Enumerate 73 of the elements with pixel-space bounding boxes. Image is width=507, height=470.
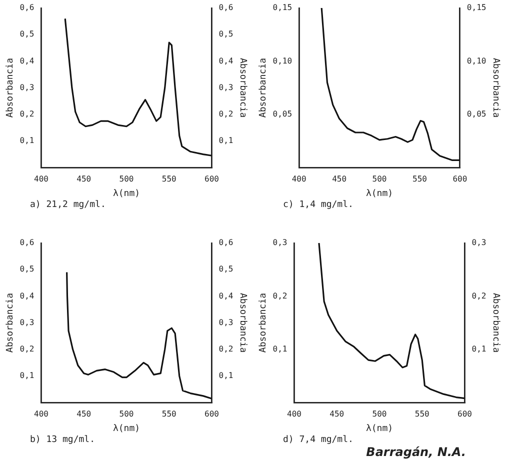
x-tick-label: 500 [119, 174, 134, 184]
x-tick-label: 400 [292, 174, 306, 184]
y-tick-label: 0,5 [20, 30, 34, 39]
y-tick-label: 0,1 [20, 136, 34, 146]
y2-tick-label: 0,6 [218, 238, 234, 248]
y-tick-label: 0,2 [272, 291, 288, 300]
x-axis-title: λ(nm) [366, 424, 394, 434]
x-tick-label: 450 [330, 409, 344, 418]
y-tick-label: 0,3 [20, 318, 34, 327]
x-tick-label: 400 [34, 174, 49, 184]
y-tick-label: 0,1 [272, 344, 288, 354]
y-axis-title: Absorbancia [258, 292, 269, 353]
y-axis-title: Absorbancia [258, 58, 269, 118]
y2-tick-label: 0,6 [218, 3, 234, 12]
y2-tick-label: 0,5 [218, 30, 234, 39]
x-tick-label: 600 [452, 174, 468, 184]
y-tick-label: 0,3 [272, 238, 288, 248]
y2-tick-label: 0,1 [218, 371, 234, 380]
y2-tick-label: 0,5 [218, 264, 234, 274]
y2-tick-label: 0,3 [472, 238, 486, 248]
x-tick-label: 600 [204, 409, 220, 418]
y2-tick-label: 0,10 [466, 56, 486, 66]
x-tick-label: 450 [332, 174, 347, 184]
y-axis-title: Absorbancia [6, 58, 16, 118]
y-tick-label: 0,15 [272, 3, 292, 12]
y2-tick-label: 0,15 [466, 3, 486, 12]
x-axis-title: λ(nm) [112, 188, 140, 199]
x-tick-label: 450 [76, 174, 92, 184]
y-tick-label: 0,05 [272, 109, 292, 118]
y2-axis-title: Absorbancia [490, 292, 500, 353]
y2-tick-label: 0,4 [218, 56, 234, 66]
y2-tick-label: 0,3 [218, 82, 234, 92]
y-tick-label: 0,2 [20, 344, 34, 354]
y-tick-label: 0,4 [20, 291, 34, 300]
x-tick-label: 500 [372, 409, 387, 418]
x-tick-label: 550 [414, 409, 430, 418]
x-tick-label: 400 [34, 409, 49, 418]
x-tick-label: 500 [119, 409, 134, 418]
x-tick-label: 450 [76, 409, 92, 418]
y2-tick-label: 0,2 [218, 344, 234, 354]
y-tick-label: 0,1 [20, 371, 34, 380]
x-tick-label: 600 [204, 174, 220, 184]
y2-tick-label: 0,2 [472, 291, 486, 300]
y-tick-label: 0,10 [272, 56, 292, 66]
x-axis-title: λ(nm) [112, 424, 140, 434]
y2-axis-title: Absorbancia [490, 58, 500, 118]
y2-tick-label: 0,1 [218, 136, 234, 146]
y-tick-label: 0,4 [20, 56, 34, 66]
x-tick-label: 400 [287, 409, 302, 418]
text: c) 1,4 mg/ml. [283, 200, 354, 210]
x-tick-label: 550 [162, 409, 177, 418]
x-tick-label: 600 [458, 409, 472, 418]
text: d) 7,4 mg/ml. [283, 435, 354, 445]
y2-axis-title: Absorbancia [237, 58, 248, 118]
y-tick-label: 0,6 [20, 238, 34, 248]
text: Barragán, N.A. [365, 445, 466, 459]
y-axis-title: Absorbancia [6, 292, 16, 353]
text: a) 21,2 mg/ml. [30, 200, 107, 210]
y2-tick-label: 0,4 [218, 291, 234, 300]
y2-tick-label: 0,05 [466, 109, 486, 118]
y2-tick-label: 0,3 [218, 318, 234, 327]
y2-axis-title: Absorbancia [237, 292, 248, 353]
y-tick-label: 0,2 [20, 109, 34, 118]
x-tick-label: 500 [372, 174, 387, 184]
y-tick-label: 0,5 [20, 264, 34, 274]
y2-tick-label: 0,2 [218, 109, 234, 118]
y-tick-label: 0,3 [20, 82, 34, 92]
x-axis-title: λ(nm) [366, 188, 394, 199]
text: b) 13 mg/ml. [30, 435, 96, 445]
y2-tick-label: 0,1 [472, 344, 486, 354]
x-tick-label: 550 [162, 174, 177, 184]
y-tick-label: 0,6 [20, 3, 34, 12]
x-tick-label: 550 [412, 174, 428, 184]
